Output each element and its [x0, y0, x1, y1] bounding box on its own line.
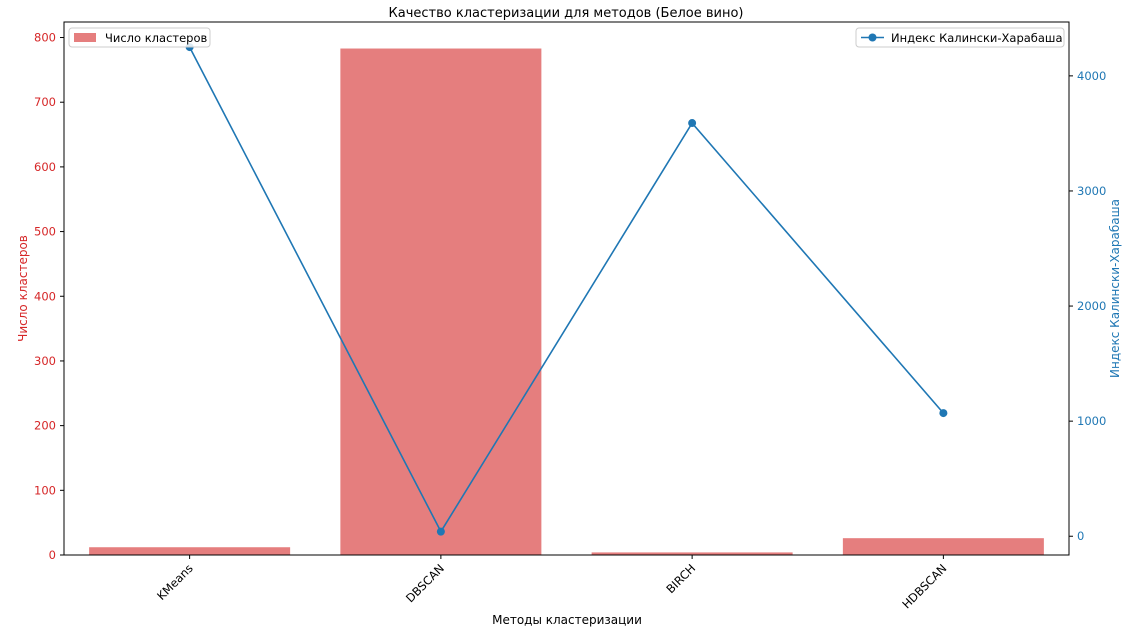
bar-hdbscan	[842, 538, 1044, 555]
right-tick-label: 3000	[1077, 184, 1106, 198]
legend-line: Индекс Калински-Харабаша	[855, 27, 1065, 48]
bar-birch	[591, 552, 793, 555]
legend-bars: Число кластеров	[68, 27, 211, 48]
legend-box	[855, 27, 1065, 48]
index-line	[188, 46, 945, 534]
left-tick-label: 300	[34, 354, 56, 368]
legend-box	[68, 27, 211, 48]
left-tick-label: 700	[34, 95, 56, 109]
plot-frame	[63, 21, 1070, 556]
left-tick-label: 0	[49, 548, 56, 562]
right-y-axis-label: Индекс Калински-Харабаша	[1108, 199, 1122, 378]
bar-series	[89, 48, 1044, 555]
x-axis-label: Методы кластеризации	[492, 613, 642, 627]
left-tick-label: 400	[34, 289, 56, 303]
point-birch	[688, 119, 697, 128]
left-tick-label: 600	[34, 160, 56, 174]
chart-title: Качество кластеризации для методов (Бело…	[389, 6, 744, 21]
left-tick-label: 200	[34, 419, 56, 433]
right-tick-label: 2000	[1077, 299, 1106, 313]
right-tick-label: 1000	[1077, 414, 1106, 428]
left-tick-label: 500	[34, 225, 56, 239]
point-hdbscan	[939, 409, 948, 418]
bar-kmeans	[89, 547, 291, 555]
legend-label-bars: Число кластеров	[105, 31, 207, 45]
right-y-axis: 0 1000 2000 3000 4000	[1069, 69, 1106, 543]
legend-label-line: Индекс Калински-Харабаша	[891, 31, 1063, 45]
legend-swatch-bar	[74, 33, 96, 42]
left-y-axis-label: Число кластеров	[16, 235, 30, 342]
left-y-axis: 0 100 200 300 400 500 600 700 800	[34, 31, 64, 562]
legend-swatch-marker	[868, 33, 877, 42]
right-tick-label: 4000	[1077, 69, 1106, 83]
bar-dbscan	[340, 48, 542, 555]
point-dbscan	[436, 527, 445, 536]
left-tick-label: 100	[34, 483, 56, 497]
left-tick-label: 800	[34, 31, 56, 45]
right-tick-label: 0	[1077, 529, 1084, 543]
